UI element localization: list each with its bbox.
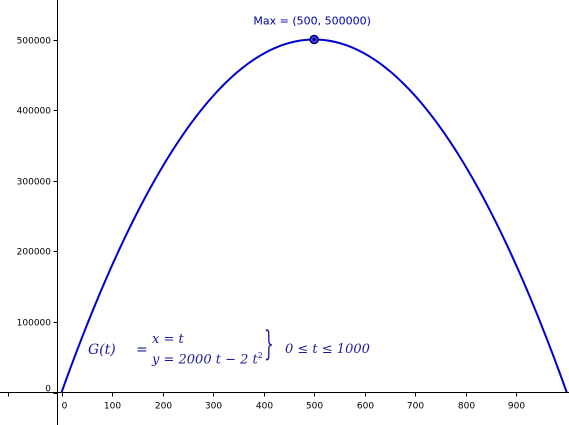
x-tick-label: 800 xyxy=(458,402,475,412)
y-tick-label: 200000 xyxy=(17,248,52,258)
y-tick-label: 500000 xyxy=(17,37,52,47)
x-tick-label: 700 xyxy=(407,402,424,412)
y-tick-label: 300000 xyxy=(17,178,52,188)
x-tick-label: 500 xyxy=(306,402,323,412)
x-tick-label: 100 xyxy=(104,402,121,412)
formula-brace: } xyxy=(264,324,274,364)
annotation-layer: Max = (500, 500000) xyxy=(253,15,371,45)
formula-domain: 0 ≤ t ≤ 1000 xyxy=(285,342,370,357)
max-point-center xyxy=(312,37,316,42)
curve-layer xyxy=(60,38,568,393)
formula-equals: = xyxy=(136,342,148,358)
max-point-label: Max = (500, 500000) xyxy=(253,15,371,28)
formula-line-x: x = t xyxy=(152,332,184,347)
x-tick-label: 200 xyxy=(155,402,172,412)
formula-lhs: G(t) xyxy=(88,342,116,358)
parametric-curve xyxy=(60,38,568,393)
x-tick-label: 300 xyxy=(205,402,222,412)
formula-exponent: 2 xyxy=(257,351,263,360)
y-tick-label: 0 xyxy=(45,385,51,395)
formula-line-y: y = 2000 t − 2 t2 xyxy=(152,351,263,368)
tick-labels: 0 100 200 300 400 500 600 700 800 900 0 100000 20000… xyxy=(17,37,526,412)
x-tick-label: 600 xyxy=(357,402,374,412)
y-tick-label: 100000 xyxy=(17,319,52,329)
x-tick-label: 0 xyxy=(62,402,68,412)
y-tick-label: 400000 xyxy=(17,107,52,117)
x-tick-label: 900 xyxy=(508,402,525,412)
x-tick-label: 400 xyxy=(256,402,273,412)
